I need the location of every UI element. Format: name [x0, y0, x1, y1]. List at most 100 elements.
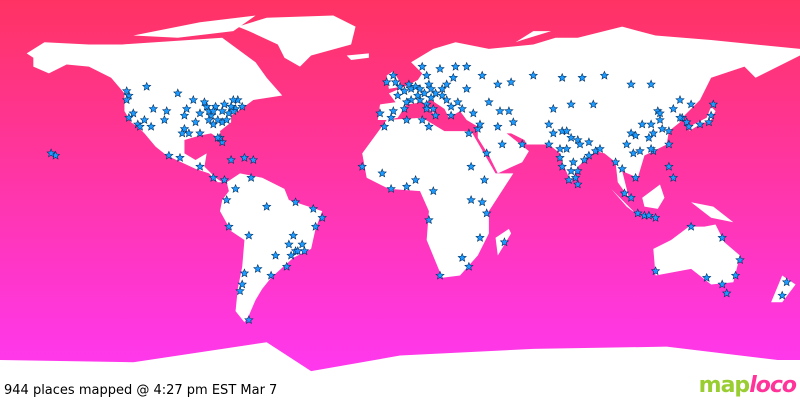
place-marker-star-icon[interactable] — [564, 175, 574, 185]
place-marker-star-icon[interactable] — [508, 117, 519, 127]
place-marker-star-icon[interactable] — [717, 232, 727, 242]
place-marker-star-icon[interactable] — [419, 88, 430, 98]
place-marker-star-icon[interactable] — [566, 132, 576, 142]
place-marker-star-icon[interactable] — [208, 106, 219, 116]
place-marker-star-icon[interactable] — [686, 221, 696, 231]
place-marker-star-icon[interactable] — [204, 115, 214, 125]
place-marker-star-icon[interactable] — [293, 246, 303, 256]
place-marker-star-icon[interactable] — [159, 115, 170, 125]
place-marker-star-icon[interactable] — [484, 97, 494, 107]
place-marker-star-icon[interactable] — [493, 121, 503, 131]
place-marker-star-icon[interactable] — [253, 263, 263, 273]
place-marker-star-icon[interactable] — [239, 268, 250, 278]
place-marker-star-icon[interactable] — [781, 277, 792, 287]
place-marker-star-icon[interactable] — [570, 172, 581, 182]
place-marker-star-icon[interactable] — [401, 181, 412, 191]
place-marker-star-icon[interactable] — [475, 119, 485, 129]
place-marker-star-icon[interactable] — [468, 108, 479, 118]
place-marker-star-icon[interactable] — [164, 150, 174, 160]
place-marker-star-icon[interactable] — [695, 119, 705, 129]
place-marker-star-icon[interactable] — [588, 99, 599, 109]
place-marker-star-icon[interactable] — [375, 108, 385, 118]
place-marker-star-icon[interactable] — [721, 288, 732, 298]
place-marker-star-icon[interactable] — [495, 106, 505, 116]
place-marker-star-icon[interactable] — [317, 212, 327, 222]
place-marker-star-icon[interactable] — [235, 286, 245, 296]
place-marker-star-icon[interactable] — [664, 139, 674, 149]
place-marker-star-icon[interactable] — [617, 163, 627, 173]
place-marker-star-icon[interactable] — [228, 95, 239, 105]
place-marker-star-icon[interactable] — [239, 152, 250, 162]
place-marker-star-icon[interactable] — [595, 143, 605, 153]
place-marker-star-icon[interactable] — [221, 115, 232, 125]
place-marker-star-icon[interactable] — [237, 101, 247, 111]
place-marker-star-icon[interactable] — [390, 77, 401, 87]
place-marker-star-icon[interactable] — [161, 106, 172, 116]
place-marker-star-icon[interactable] — [555, 143, 565, 153]
place-marker-star-icon[interactable] — [637, 119, 647, 129]
place-marker-star-icon[interactable] — [230, 183, 241, 193]
place-marker-star-icon[interactable] — [413, 90, 423, 100]
place-marker-star-icon[interactable] — [630, 130, 641, 140]
place-marker-star-icon[interactable] — [717, 279, 727, 289]
place-marker-star-icon[interactable] — [141, 81, 152, 91]
place-marker-star-icon[interactable] — [668, 172, 679, 182]
place-marker-star-icon[interactable] — [650, 266, 661, 276]
place-marker-star-icon[interactable] — [426, 92, 436, 102]
place-marker-star-icon[interactable] — [708, 99, 719, 109]
place-marker-star-icon[interactable] — [266, 270, 276, 280]
place-marker-star-icon[interactable] — [464, 128, 474, 138]
place-marker-star-icon[interactable] — [675, 95, 685, 105]
place-marker-star-icon[interactable] — [377, 168, 387, 178]
place-marker-star-icon[interactable] — [415, 83, 425, 93]
place-marker-star-icon[interactable] — [386, 112, 396, 122]
place-marker-star-icon[interactable] — [506, 77, 516, 87]
place-marker-star-icon[interactable] — [497, 139, 507, 149]
place-marker-star-icon[interactable] — [575, 139, 585, 149]
place-marker-star-icon[interactable] — [655, 115, 665, 125]
place-marker-star-icon[interactable] — [121, 95, 132, 105]
place-marker-star-icon[interactable] — [288, 230, 299, 240]
place-marker-star-icon[interactable] — [517, 139, 527, 149]
place-marker-star-icon[interactable] — [461, 83, 472, 93]
place-marker-star-icon[interactable] — [357, 161, 367, 171]
place-marker-star-icon[interactable] — [224, 221, 234, 231]
place-marker-star-icon[interactable] — [201, 101, 212, 111]
place-marker-star-icon[interactable] — [457, 252, 467, 262]
place-marker-star-icon[interactable] — [308, 203, 319, 213]
place-marker-star-icon[interactable] — [399, 103, 410, 113]
place-marker-star-icon[interactable] — [246, 172, 256, 182]
place-marker-star-icon[interactable] — [426, 83, 436, 93]
place-marker-star-icon[interactable] — [173, 88, 183, 98]
place-marker-star-icon[interactable] — [188, 95, 199, 105]
place-marker-star-icon[interactable] — [675, 112, 685, 122]
place-marker-star-icon[interactable] — [650, 212, 661, 222]
place-marker-star-icon[interactable] — [261, 201, 272, 211]
place-marker-star-icon[interactable] — [448, 72, 459, 82]
place-marker-star-icon[interactable] — [148, 103, 159, 113]
place-marker-star-icon[interactable] — [477, 197, 487, 207]
place-marker-star-icon[interactable] — [228, 106, 239, 116]
place-marker-star-icon[interactable] — [646, 143, 656, 153]
place-marker-star-icon[interactable] — [441, 79, 452, 89]
place-marker-star-icon[interactable] — [388, 70, 399, 80]
place-marker-star-icon[interactable] — [297, 239, 307, 249]
place-marker-star-icon[interactable] — [626, 192, 636, 202]
place-marker-star-icon[interactable] — [435, 63, 445, 73]
place-marker-star-icon[interactable] — [213, 115, 223, 125]
place-marker-star-icon[interactable] — [195, 108, 205, 118]
place-marker-star-icon[interactable] — [548, 103, 559, 113]
place-marker-star-icon[interactable] — [270, 250, 281, 260]
place-marker-star-icon[interactable] — [630, 172, 641, 182]
place-marker-star-icon[interactable] — [386, 183, 396, 193]
place-marker-star-icon[interactable] — [573, 179, 583, 189]
place-marker-star-icon[interactable] — [401, 97, 412, 107]
place-marker-star-icon[interactable] — [668, 103, 679, 113]
place-marker-star-icon[interactable] — [610, 157, 621, 167]
place-marker-star-icon[interactable] — [219, 175, 230, 185]
place-marker-star-icon[interactable] — [195, 128, 205, 138]
place-marker-star-icon[interactable] — [566, 99, 576, 109]
place-marker-star-icon[interactable] — [46, 148, 56, 158]
place-marker-star-icon[interactable] — [599, 70, 610, 80]
place-marker-star-icon[interactable] — [217, 106, 227, 116]
